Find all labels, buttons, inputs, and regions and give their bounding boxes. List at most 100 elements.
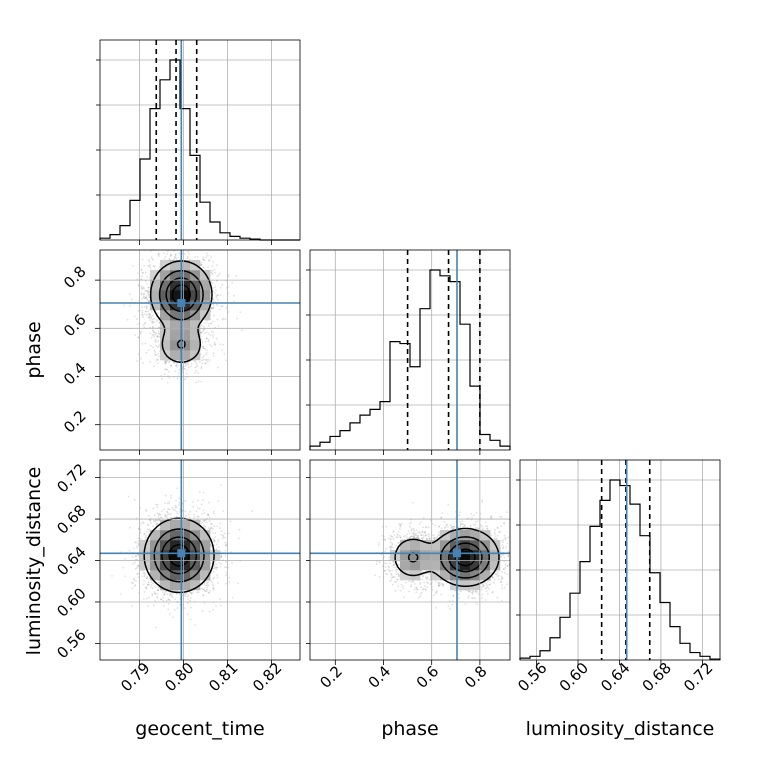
sample-point xyxy=(227,285,230,288)
sample-point xyxy=(203,602,206,604)
sample-point xyxy=(167,598,170,601)
sample-point xyxy=(186,613,189,615)
sample-point xyxy=(200,324,203,327)
sample-point xyxy=(137,572,139,575)
sample-point xyxy=(178,372,180,374)
sample-point xyxy=(132,582,135,585)
sample-point xyxy=(189,591,192,594)
sample-point xyxy=(137,542,140,545)
sample-point xyxy=(204,332,206,335)
sample-point xyxy=(139,332,142,335)
sample-point xyxy=(217,500,220,502)
sample-point xyxy=(189,618,192,621)
sample-point xyxy=(147,293,150,296)
sample-point xyxy=(143,293,146,295)
sample-point xyxy=(201,512,204,515)
sample-point xyxy=(209,343,212,346)
sample-point xyxy=(141,306,143,308)
density-cell xyxy=(170,350,181,361)
sample-point xyxy=(199,361,201,363)
sample-point xyxy=(155,344,158,347)
sample-point xyxy=(204,525,207,528)
sample-point xyxy=(164,514,167,516)
sample-point xyxy=(153,330,155,333)
sample-point xyxy=(200,261,202,264)
sample-point xyxy=(145,587,148,589)
sample-point xyxy=(169,613,171,615)
sample-point xyxy=(156,503,159,506)
sample-point xyxy=(221,305,224,308)
sample-point xyxy=(151,314,154,317)
sample-point xyxy=(174,504,177,507)
sample-point xyxy=(135,580,137,582)
density-cell xyxy=(160,320,171,331)
sample-point xyxy=(170,494,173,497)
sample-point xyxy=(230,551,233,553)
sample-point xyxy=(154,600,156,602)
sample-point xyxy=(203,512,206,514)
sample-point xyxy=(227,274,230,276)
sample-point xyxy=(185,372,188,375)
sample-point xyxy=(223,352,226,355)
sample-point xyxy=(206,584,209,587)
sample-point xyxy=(217,546,220,549)
sample-point xyxy=(238,537,240,540)
sample-point xyxy=(143,305,146,308)
sample-point xyxy=(212,333,214,336)
sample-point xyxy=(148,296,151,298)
sample-point xyxy=(225,307,227,310)
sample-point xyxy=(123,575,126,578)
sample-point xyxy=(151,593,154,595)
sample-point xyxy=(206,361,209,363)
sample-point xyxy=(202,509,205,511)
density-cell xyxy=(150,270,161,281)
sample-point xyxy=(145,530,148,533)
sample-point xyxy=(200,264,203,267)
sample-point xyxy=(208,259,211,262)
density-cell xyxy=(170,330,181,341)
sample-point xyxy=(212,532,215,535)
sample-point xyxy=(143,598,145,600)
density-cell xyxy=(160,270,171,281)
sample-point xyxy=(205,252,208,255)
sample-point xyxy=(168,594,171,597)
sample-point xyxy=(222,534,225,537)
sample-point xyxy=(223,566,226,569)
sample-point xyxy=(149,519,152,522)
sample-point xyxy=(220,305,223,308)
sample-point xyxy=(178,369,181,371)
sample-point xyxy=(167,370,170,373)
sample-point xyxy=(157,514,160,517)
sample-point xyxy=(202,347,205,350)
sample-point xyxy=(201,345,204,348)
sample-point xyxy=(157,312,160,314)
sample-point xyxy=(152,320,154,323)
sample-point xyxy=(156,358,159,360)
sample-point xyxy=(163,592,166,594)
sample-point xyxy=(210,307,213,310)
sample-point xyxy=(144,271,147,274)
sample-point xyxy=(233,300,235,303)
sample-point xyxy=(176,377,179,380)
sample-point xyxy=(184,362,186,365)
sample-point xyxy=(156,512,159,515)
sample-point xyxy=(210,269,212,272)
sample-point xyxy=(224,359,227,362)
sample-point xyxy=(208,520,211,522)
sample-point xyxy=(202,355,205,358)
sample-point xyxy=(161,510,163,513)
sample-point xyxy=(158,581,161,584)
sample-point xyxy=(148,314,151,317)
sample-point xyxy=(194,366,197,369)
sample-point xyxy=(178,510,181,513)
sample-point xyxy=(145,289,148,292)
sample-point xyxy=(169,513,172,515)
sample-point xyxy=(174,256,177,259)
sample-point xyxy=(143,591,146,593)
sample-point xyxy=(219,522,222,525)
sample-point xyxy=(143,326,146,329)
sample-point xyxy=(202,258,205,261)
sample-point xyxy=(145,577,148,579)
sample-point xyxy=(210,330,213,332)
sample-point xyxy=(216,294,219,296)
